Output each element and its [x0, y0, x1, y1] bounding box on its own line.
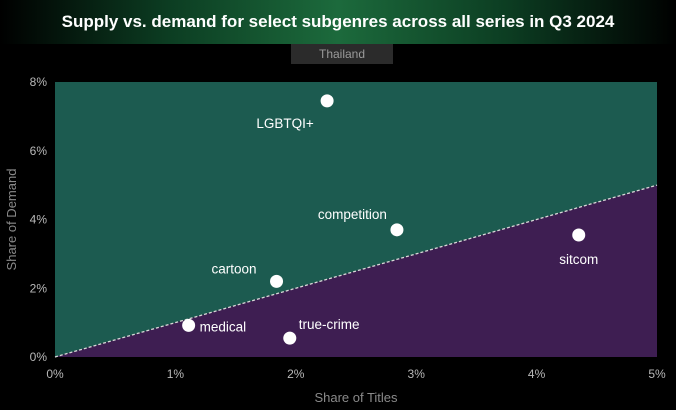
parity-line [54, 184, 658, 358]
x-axis-ticks: 0% 1% 2% 3% 4% 5% [46, 367, 666, 381]
y-axis-ticks: 0% 2% 4% 6% 8% [30, 75, 48, 364]
x-tick-label: 5% [648, 367, 666, 381]
data-point [572, 228, 586, 242]
data-point-label: LGBTQI+ [256, 116, 314, 131]
y-tick-label: 6% [30, 144, 48, 158]
data-point [283, 331, 297, 345]
chart-title: Supply vs. demand for select subgenres a… [0, 0, 676, 44]
y-tick-label: 8% [30, 75, 48, 89]
data-points: LGBTQI+ competition sitcom cartoon medical tr… [182, 94, 598, 345]
y-axis-title: Share of Demand [4, 169, 19, 271]
y-tick-label: 0% [30, 350, 48, 364]
data-point [390, 223, 404, 237]
data-point [320, 94, 334, 108]
data-point-label: cartoon [212, 261, 257, 276]
demand-exceeds-supply-region [55, 82, 657, 357]
y-tick-label: 4% [30, 213, 48, 227]
x-tick-label: 3% [408, 367, 426, 381]
data-point [270, 274, 284, 288]
data-point-label: true-crime [299, 317, 360, 332]
x-axis-title: Share of Titles [314, 390, 398, 405]
x-tick-label: 4% [528, 367, 546, 381]
data-point [182, 318, 196, 332]
x-tick-label: 1% [167, 367, 185, 381]
y-tick-label: 2% [30, 281, 48, 295]
x-tick-label: 0% [46, 367, 64, 381]
data-point-label: medical [200, 319, 247, 334]
data-point-label: sitcom [559, 252, 598, 267]
data-point-label: competition [318, 207, 387, 222]
chart-subtitle: Thailand [291, 44, 393, 64]
x-tick-label: 2% [287, 367, 305, 381]
